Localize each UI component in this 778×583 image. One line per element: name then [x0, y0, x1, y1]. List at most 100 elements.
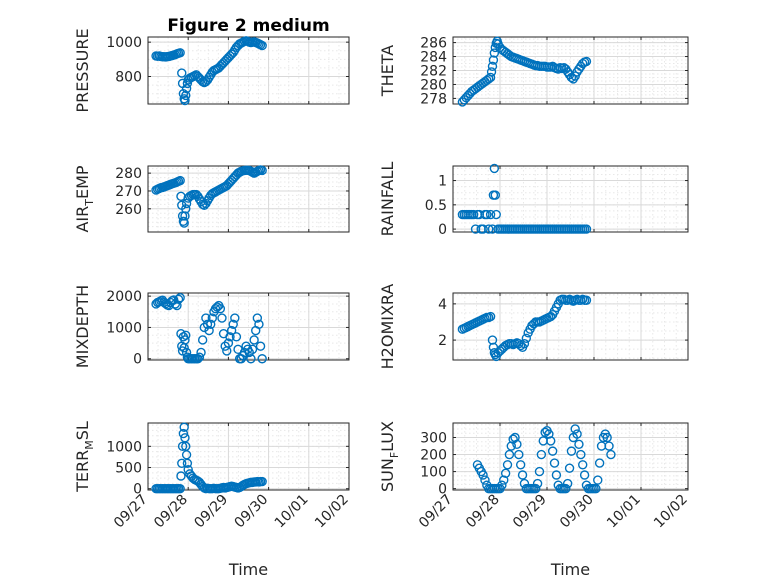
data-point	[179, 422, 189, 432]
y-tick-label: 0	[133, 482, 142, 498]
data-point	[194, 352, 205, 362]
data-point	[197, 335, 208, 345]
y-tick-label: 286	[420, 36, 447, 52]
data-point	[239, 347, 250, 358]
data-point	[231, 332, 242, 342]
data-point	[536, 449, 547, 460]
y-axis-label: AIRTEMP	[73, 165, 96, 232]
axes-frame	[147, 422, 350, 491]
data-point	[591, 483, 601, 494]
data-point	[482, 209, 492, 220]
subplot-0: 800 1000 PRESSURE Figure 2 medium	[73, 16, 350, 113]
data-point	[252, 313, 263, 323]
data-point	[562, 478, 573, 489]
data-point	[581, 56, 592, 67]
data-point	[181, 450, 192, 460]
data-point	[176, 471, 186, 481]
y-axis-label-subscript: M	[83, 440, 96, 450]
data-point	[499, 475, 509, 485]
data-point	[181, 204, 191, 214]
data-point	[226, 325, 237, 336]
data-point	[606, 449, 616, 460]
y-tick-label: 1000	[106, 35, 142, 51]
data-point	[506, 441, 516, 451]
data-point	[478, 470, 488, 480]
data-point	[228, 319, 238, 330]
y-tick-label: 270	[115, 184, 142, 200]
y-tick-label: 2	[438, 333, 447, 349]
data-point	[502, 460, 513, 470]
data-point	[572, 429, 582, 439]
data-point	[172, 300, 182, 311]
data-point	[519, 339, 530, 349]
x-tick-label: 09/29	[510, 492, 550, 532]
data-point	[175, 175, 185, 186]
y-tick-label: 1	[438, 174, 447, 190]
data-point	[220, 341, 230, 351]
y-tick-label: 4	[438, 297, 447, 313]
data-point	[210, 303, 221, 314]
data-point	[486, 67, 497, 77]
data-point	[514, 449, 524, 460]
data-point	[489, 48, 500, 58]
data-point	[177, 458, 187, 468]
x-tick-label: 09/30	[557, 492, 597, 532]
x-tick-label: 10/02	[651, 492, 691, 532]
data-point	[206, 319, 216, 330]
data-point	[202, 319, 213, 330]
y-tick-label: 0	[438, 222, 447, 238]
data-point	[180, 95, 190, 106]
data-point	[593, 475, 603, 485]
data-point	[491, 209, 501, 220]
data-point	[178, 428, 189, 439]
data-point	[531, 483, 541, 494]
y-axis-label-part: LUX	[378, 421, 397, 452]
x-tick-label: 09/30	[232, 492, 272, 532]
data-point	[574, 439, 584, 450]
y-axis-label-subscript: F	[388, 452, 401, 458]
data-point	[179, 218, 189, 228]
subplot-6: 0 500 1000 09/27 09/28 09/29 09/30 10/01 10/02 TE…	[73, 421, 352, 579]
y-axis-label: PRESSURE	[73, 28, 92, 112]
data-point	[246, 354, 256, 364]
data-point	[177, 68, 187, 78]
subplot-5: 2 4 H2OMIXRA	[378, 284, 689, 369]
y-tick-label: 284	[420, 50, 447, 66]
y-axis-label-part: SL	[73, 421, 92, 440]
data-point	[196, 347, 206, 358]
data-point	[182, 458, 193, 468]
data-point	[225, 332, 235, 342]
data-point	[175, 484, 185, 494]
y-tick-label: 278	[420, 91, 447, 107]
y-axis-label-part: EMP	[73, 165, 92, 199]
y-axis-label: MIXDEPTH	[73, 285, 92, 368]
data-point	[257, 165, 267, 176]
data-point	[546, 436, 556, 446]
data-point	[579, 470, 590, 480]
data-point	[485, 72, 496, 83]
data-point	[181, 330, 191, 340]
data-point	[181, 83, 192, 94]
x-tick-label: 09/27	[111, 492, 151, 532]
y-tick-label: 280	[115, 166, 142, 182]
data-point	[485, 311, 496, 322]
x-tick-label: 09/29	[191, 492, 231, 532]
data-point	[566, 446, 577, 456]
y-axis-label: TERRMSL	[73, 421, 96, 493]
data-point	[504, 449, 515, 460]
data-point	[207, 313, 218, 323]
data-point	[175, 48, 185, 58]
data-point	[170, 299, 181, 309]
data-point	[257, 40, 267, 51]
data-point	[223, 338, 234, 348]
data-point	[255, 341, 266, 351]
x-tick-label: 10/01	[272, 492, 312, 532]
data-point	[594, 458, 605, 468]
data-point	[254, 319, 264, 330]
axes-frame	[147, 292, 350, 361]
y-tick-label: 280	[420, 77, 447, 93]
data-point	[561, 483, 571, 494]
y-axis-label: RAINFALL	[378, 162, 397, 237]
